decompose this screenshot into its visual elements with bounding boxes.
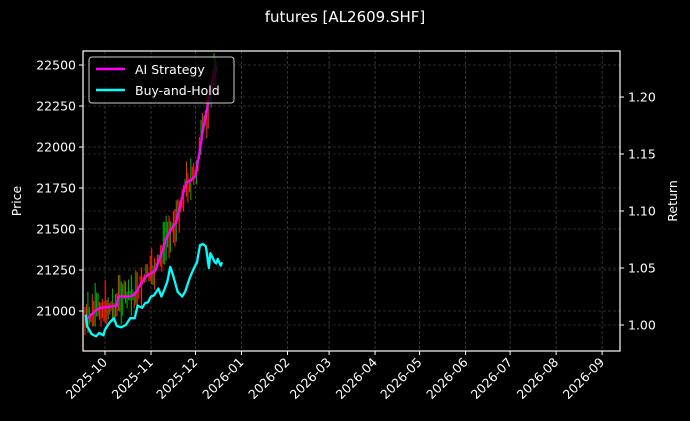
x-tick-label: 2026-02	[245, 355, 293, 403]
y-tick-label: 22250	[36, 99, 76, 114]
x-axis: 2025-102025-112025-122026-012026-022026-…	[63, 351, 608, 403]
x-tick-label: 2026-04	[333, 354, 381, 402]
series-buy-and-hold	[84, 242, 224, 338]
y2-tick-label: 1.05	[628, 261, 656, 276]
x-tick-label: 2025-11	[109, 355, 157, 403]
x-tick-label: 2026-08	[514, 354, 562, 402]
series-ai-strategy	[84, 65, 218, 322]
series-lines	[84, 65, 224, 338]
y-tick-label: 22500	[36, 58, 76, 73]
y2-axis-label: Return	[665, 180, 680, 221]
x-tick-label: 2026-09	[560, 354, 608, 402]
y2-tick-label: 1.10	[628, 204, 656, 219]
x-tick-label: 2025-12	[153, 355, 201, 403]
legend-label-buy-and-hold: Buy-and-Hold	[135, 83, 220, 98]
x-tick-label: 2026-07	[468, 355, 516, 403]
grid-lines	[83, 51, 620, 351]
y2-tick-label: 1.15	[628, 147, 656, 162]
x-tick-label: 2026-05	[377, 355, 425, 403]
legend: AI Strategy Buy-and-Hold	[88, 56, 235, 104]
x-tick-label: 2026-06	[423, 354, 471, 402]
chart-title: futures [AL2609.SHF]	[264, 8, 426, 26]
y2-tick-label: 1.00	[628, 318, 656, 333]
y-axis-left: 21000 21250 21500 21750 22000 22250 22500	[36, 58, 83, 319]
plot-frame	[82, 50, 621, 352]
y-axis-right: 1.00 1.05 1.10 1.15 1.20	[620, 90, 656, 333]
y-tick-label: 21500	[36, 222, 76, 237]
y-tick-label: 21750	[36, 181, 76, 196]
y2-tick-label: 1.20	[628, 90, 656, 105]
y-tick-label: 21000	[36, 304, 76, 319]
legend-label-ai-strategy: AI Strategy	[135, 62, 205, 77]
x-tick-label: 2026-03	[287, 355, 335, 403]
y-tick-label: 21250	[36, 263, 76, 278]
y-axis-label: Price	[9, 185, 24, 216]
x-tick-label: 2026-01	[199, 355, 247, 403]
x-tick-label: 2025-10	[63, 354, 111, 402]
y-tick-label: 22000	[36, 140, 76, 155]
